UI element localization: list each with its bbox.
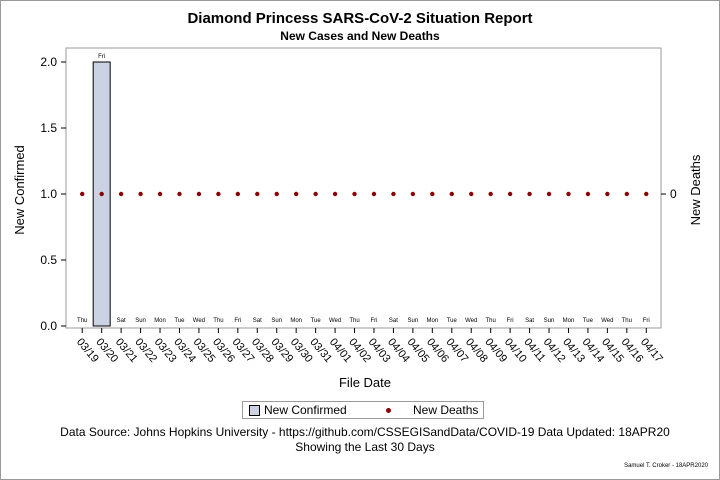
weekday-label: Thu [486,318,496,324]
point-new-deaths [449,191,454,197]
plot-area [65,47,662,329]
point-new-deaths [274,191,279,197]
point-new-deaths [546,191,552,197]
point-new-deaths [527,191,532,197]
x-tick-label: 04/17 [638,336,665,365]
period-note: Showing the Last 30 Days [295,440,435,454]
point-new-deaths [332,191,338,197]
point-new-deaths [352,191,357,197]
weekday-label: Fri [643,318,650,324]
weekday-label: Tue [174,318,185,324]
point-new-deaths [118,191,124,197]
y-tick-label: 0.5 [40,253,57,267]
weekday-label: Wed [329,318,341,324]
weekday-label: Fri [234,318,241,324]
point-new-deaths [507,191,513,197]
weekday-label: Mon [426,318,438,324]
point-new-deaths [605,191,610,197]
weekday-label: Sun [271,318,282,324]
point-new-deaths [371,191,377,197]
point-new-deaths [235,191,241,197]
weekday-label: Fri [370,318,377,324]
y2-axis-label: New Deaths [688,154,703,225]
weekday-label: Wed [465,318,477,324]
y-tick-label: 1.0 [40,187,57,201]
weekday-label: Wed [601,318,613,324]
point-new-deaths [585,191,591,197]
point-new-deaths [469,191,474,197]
x-axis-label: File Date [339,375,391,390]
y-tick-label: 0.0 [40,319,57,333]
weekday-label: Sun [135,318,146,324]
author-credit: Samuel T. Croker - 18APR2020 [624,463,708,469]
legend: New Confirmed New Deaths [242,401,484,419]
point-new-deaths [624,191,630,197]
y-axis-label: New Confirmed [12,145,27,235]
point-new-deaths [177,191,182,197]
weekday-label: Thu [349,318,359,324]
weekday-label: Fri [98,54,105,60]
point-new-deaths [293,191,299,197]
point-new-deaths [196,191,202,197]
legend-label-new-deaths: New Deaths [413,403,479,417]
weekday-label: Tue [311,318,322,324]
weekday-label: Sat [117,318,126,324]
point-new-deaths [391,191,396,197]
point-new-deaths [410,191,416,197]
legend-swatch-new-confirmed [249,405,260,416]
point-new-deaths [216,191,221,197]
point-new-deaths [313,191,318,197]
point-new-deaths [80,191,85,197]
weekday-label: Sun [408,318,419,324]
weekday-label: Wed [193,318,205,324]
weekday-label: Thu [77,318,87,324]
legend-marker-new-deaths [386,408,391,413]
chart-title: Diamond Princess SARS-CoV-2 Situation Re… [187,10,533,27]
weekday-label: Sat [253,318,262,324]
weekday-label: Fri [507,318,514,324]
y-tick-label: 2.0 [40,55,57,69]
weekday-label: Thu [213,318,223,324]
y2-tick-0: 0 [670,187,677,201]
weekday-label: Mon [290,318,302,324]
point-new-deaths [488,191,493,197]
weekday-label: Sun [544,318,555,324]
point-new-deaths [566,191,571,197]
point-new-deaths [255,191,260,197]
point-new-deaths [644,191,649,197]
point-new-deaths [157,191,163,197]
point-new-deaths [138,191,143,197]
weekday-label: Tue [447,318,458,324]
point-new-deaths [99,191,104,197]
weekday-label: Mon [154,318,166,324]
chart-subtitle: New Cases and New Deaths [280,29,440,43]
point-new-deaths [430,191,435,197]
data-source-note: Data Source: Johns Hopkins University - … [60,425,670,439]
weekday-label: Mon [563,318,575,324]
weekday-label: Sat [525,318,534,324]
weekday-label: Tue [583,318,594,324]
y-tick-label: 1.5 [40,121,57,135]
weekday-label: Sat [389,318,398,324]
weekday-label: Thu [622,318,632,324]
legend-label-new-confirmed: New Confirmed [264,403,347,417]
